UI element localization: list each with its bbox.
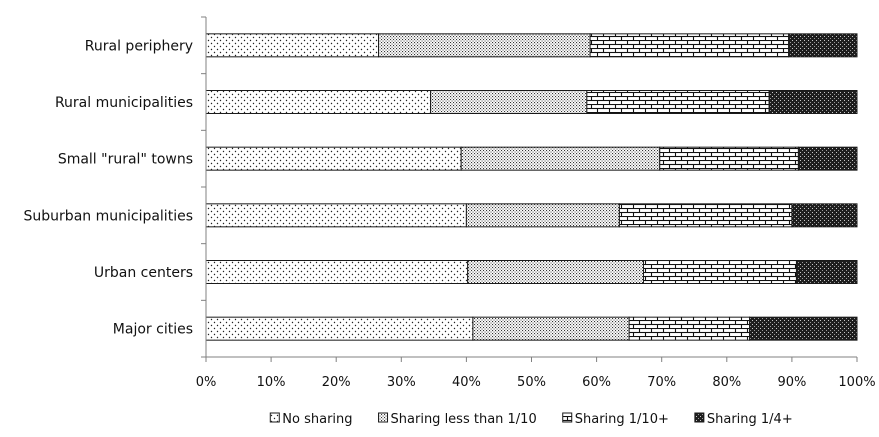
legend-label: No sharing xyxy=(282,412,352,427)
category-label: Small "rural" towns xyxy=(58,152,193,168)
bar-suburban-municipalities-sharing-1-10 xyxy=(618,203,793,228)
bar-urban-centers-sharing-1-10 xyxy=(642,260,797,284)
legend-item-no-sharing: No sharing xyxy=(269,412,353,427)
bar-small-rural-towns-sharing-1-4 xyxy=(797,146,858,171)
x-tick-label: 50% xyxy=(517,375,546,390)
axis-layer: Rural periphery Rural municipalities Small… xyxy=(24,16,876,390)
bar-urban-centers-sharing-1-4 xyxy=(795,260,858,284)
category-label: Urban centers xyxy=(94,265,193,281)
bar-major-cities-sharing-less-than-1-10 xyxy=(472,316,630,341)
bar-suburban-municipalities-sharing-less-than-1-10 xyxy=(465,203,620,228)
x-tick-label: 40% xyxy=(452,375,481,390)
bar-major-cities-sharing-1-10 xyxy=(628,316,751,341)
legend-label: Sharing less than 1/10 xyxy=(391,412,537,427)
legend-label: Sharing 1/10+ xyxy=(575,412,669,427)
legend: No sharing Sharing less than 1/10 Sharing … xyxy=(269,412,793,427)
category-label: Rural periphery xyxy=(85,38,193,54)
x-tick-label: 100% xyxy=(838,375,875,390)
legend-swatch xyxy=(269,412,280,423)
bar-major-cities-no-sharing xyxy=(205,316,474,341)
bar-rural-municipalities-no-sharing xyxy=(205,90,432,114)
x-tick-label: 90% xyxy=(777,375,806,390)
x-tick-label: 0% xyxy=(196,375,217,390)
legend-swatch xyxy=(562,412,573,423)
x-tick-label: 10% xyxy=(257,375,286,390)
bars-layer xyxy=(205,33,858,341)
legend-item-sharing-less-than-1-10: Sharing less than 1/10 xyxy=(378,412,537,427)
bar-small-rural-towns-sharing-less-than-1-10 xyxy=(460,146,661,171)
bar-rural-municipalities-sharing-1-4 xyxy=(768,90,858,114)
x-tick-label: 20% xyxy=(322,375,351,390)
bar-major-cities-sharing-1-4 xyxy=(749,316,858,341)
legend-swatch xyxy=(694,412,705,423)
bar-urban-centers-no-sharing xyxy=(205,260,469,284)
x-tick-label: 80% xyxy=(712,375,741,390)
bar-small-rural-towns-sharing-1-10 xyxy=(659,146,799,171)
bar-rural-periphery-sharing-less-than-1-10 xyxy=(378,33,591,58)
legend-label: Sharing 1/4+ xyxy=(707,412,793,427)
bar-urban-centers-sharing-less-than-1-10 xyxy=(467,260,644,284)
bar-suburban-municipalities-sharing-1-4 xyxy=(791,203,858,228)
x-tick-label: 30% xyxy=(387,375,416,390)
bar-rural-periphery-no-sharing xyxy=(205,33,380,58)
bar-rural-periphery-sharing-1-4 xyxy=(788,33,858,58)
bar-rural-municipalities-sharing-less-than-1-10 xyxy=(430,90,588,114)
legend-item-sharing-1-10: Sharing 1/10+ xyxy=(562,412,669,427)
category-label: Suburban municipalities xyxy=(24,208,193,224)
legend-item-sharing-1-4: Sharing 1/4+ xyxy=(694,412,793,427)
bar-suburban-municipalities-no-sharing xyxy=(205,203,467,228)
category-label: Major cities xyxy=(113,322,193,338)
x-tick-label: 60% xyxy=(582,375,611,390)
legend-swatch xyxy=(378,412,389,423)
bar-rural-periphery-sharing-1-10 xyxy=(589,33,790,58)
bar-rural-municipalities-sharing-1-10 xyxy=(586,90,770,114)
x-tick-label: 70% xyxy=(647,375,676,390)
category-label: Rural municipalities xyxy=(55,95,193,111)
bar-small-rural-towns-no-sharing xyxy=(205,146,462,171)
